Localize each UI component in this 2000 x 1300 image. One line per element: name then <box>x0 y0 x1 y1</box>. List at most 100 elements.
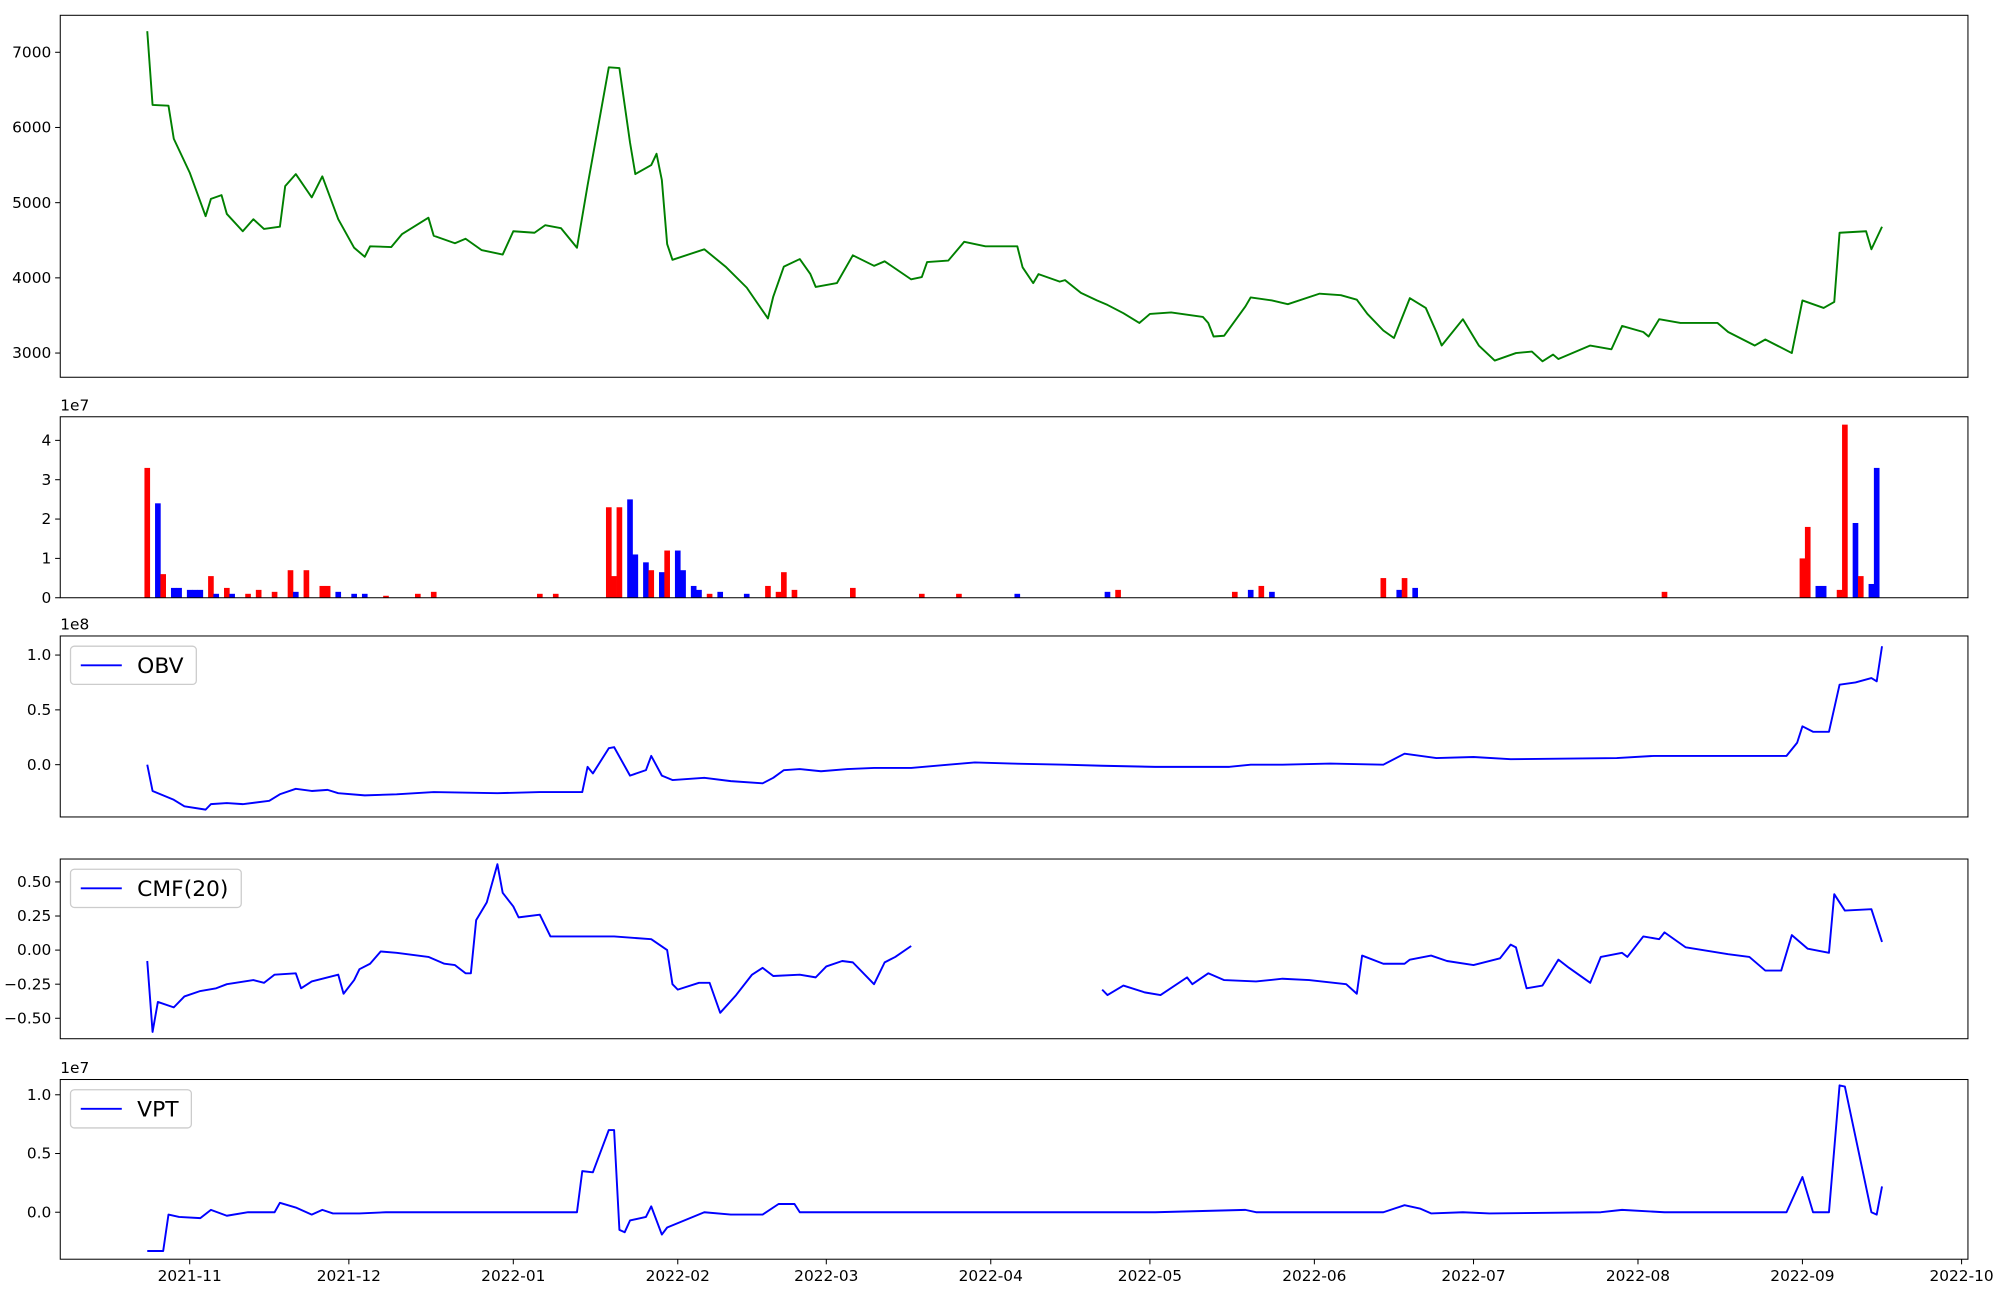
bar <box>1857 576 1864 598</box>
y-tick-label: 0 <box>41 589 51 607</box>
y-tick-label: 2 <box>41 510 51 528</box>
y-tick-label: 4 <box>41 432 51 450</box>
y-tick-label: −0.50 <box>4 1009 51 1027</box>
bar <box>1661 591 1668 598</box>
bar <box>287 570 294 598</box>
bar <box>324 585 331 598</box>
line-series <box>146 31 1883 363</box>
bar <box>186 589 193 598</box>
bar <box>1231 591 1238 598</box>
legend: OBV <box>69 645 197 686</box>
bar <box>956 593 962 598</box>
bar <box>706 593 713 598</box>
legend: CMF(20) <box>69 868 242 909</box>
bar <box>1104 591 1111 598</box>
y-tick-label: 0.5 <box>27 701 51 719</box>
y-tick-label: 6000 <box>12 119 51 137</box>
x-tick-label: 2022-08 <box>1606 1267 1670 1285</box>
bar <box>197 589 204 598</box>
bar <box>674 550 681 598</box>
y-tick-label: 0.00 <box>17 941 51 959</box>
bar <box>271 591 278 598</box>
plot-frame <box>59 416 1969 599</box>
bar <box>1380 578 1387 598</box>
y-tick-label: 3 <box>41 471 51 489</box>
bar <box>192 589 198 598</box>
x-tick-label: 2022-01 <box>481 1267 545 1285</box>
bar <box>664 550 670 598</box>
bar <box>176 587 182 598</box>
offset-label: 1e7 <box>60 396 89 414</box>
bar <box>1815 585 1822 598</box>
x-tick-label: 2021-11 <box>158 1267 222 1285</box>
bar <box>850 587 856 598</box>
bar <box>1799 558 1806 598</box>
y-tick-label: 0.0 <box>27 756 51 774</box>
x-tick-label: 2021-12 <box>317 1267 381 1285</box>
bar <box>155 503 161 598</box>
bar <box>1247 589 1254 598</box>
bar <box>1269 591 1275 598</box>
bar <box>627 499 633 598</box>
y-tick-label: 1.0 <box>27 1086 51 1104</box>
x-tick-label: 2022-10 <box>1929 1267 1993 1285</box>
bar <box>255 589 262 598</box>
y-tick-label: 0.50 <box>17 873 51 891</box>
bar <box>245 593 251 598</box>
x-tick-label: 2022-05 <box>1118 1267 1182 1285</box>
y-tick-label: 1 <box>41 550 51 568</box>
plot-frame <box>59 635 1969 818</box>
bar <box>170 587 177 598</box>
x-tick-label: 2022-06 <box>1282 1267 1346 1285</box>
panel: 0.0 0.5 1.0 1e7 2021-11 2021-12 2022-01 2022-02… <box>27 1059 1994 1285</box>
legend-box <box>69 645 197 686</box>
bar <box>1258 585 1265 598</box>
bar <box>361 593 368 598</box>
plot-frame <box>59 1079 1969 1260</box>
y-tick-label: 4000 <box>12 269 51 287</box>
bar <box>208 576 214 598</box>
y-tick-label: 5000 <box>12 194 51 212</box>
bar <box>213 593 220 598</box>
bar <box>1836 589 1843 598</box>
bar <box>1842 424 1848 598</box>
x-tick-label: 2022-04 <box>959 1267 1023 1285</box>
x-tick-label: 2022-07 <box>1441 1267 1505 1285</box>
y-tick-label: 1.0 <box>27 646 51 664</box>
bar <box>552 593 559 598</box>
bar <box>791 589 798 598</box>
offset-label: 1e8 <box>60 616 89 634</box>
bar <box>1014 593 1021 598</box>
y-tick-label: 3000 <box>12 344 51 362</box>
bar <box>1401 578 1408 598</box>
panel: 0 1 2 3 4 1e7 <box>41 396 1969 607</box>
bar <box>680 570 686 598</box>
bar <box>690 585 697 598</box>
bar <box>775 591 782 598</box>
bar <box>781 572 787 598</box>
bar <box>144 467 151 598</box>
panel: −0.50 −0.25 0.00 0.25 0.50 CMF(20) <box>4 858 1969 1040</box>
legend-label: VPT <box>137 1098 179 1123</box>
y-tick-label: 0.0 <box>27 1203 51 1221</box>
panel: 3000 4000 5000 6000 7000 <box>12 14 1969 378</box>
bar <box>351 593 357 598</box>
bar <box>229 593 235 598</box>
offset-label: 1e7 <box>60 1059 89 1077</box>
legend-label: CMF(20) <box>137 877 228 902</box>
bar <box>160 574 166 598</box>
line-series <box>146 646 1883 811</box>
bar <box>414 593 421 598</box>
bar <box>1852 522 1859 598</box>
bar <box>335 591 342 598</box>
bar <box>1804 526 1811 598</box>
bar <box>918 593 925 598</box>
bar <box>1396 589 1403 598</box>
y-tick-label: 0.5 <box>27 1145 51 1163</box>
bar <box>1868 583 1875 598</box>
bar <box>659 572 665 598</box>
bar <box>717 591 724 598</box>
x-tick-label: 2022-02 <box>646 1267 710 1285</box>
